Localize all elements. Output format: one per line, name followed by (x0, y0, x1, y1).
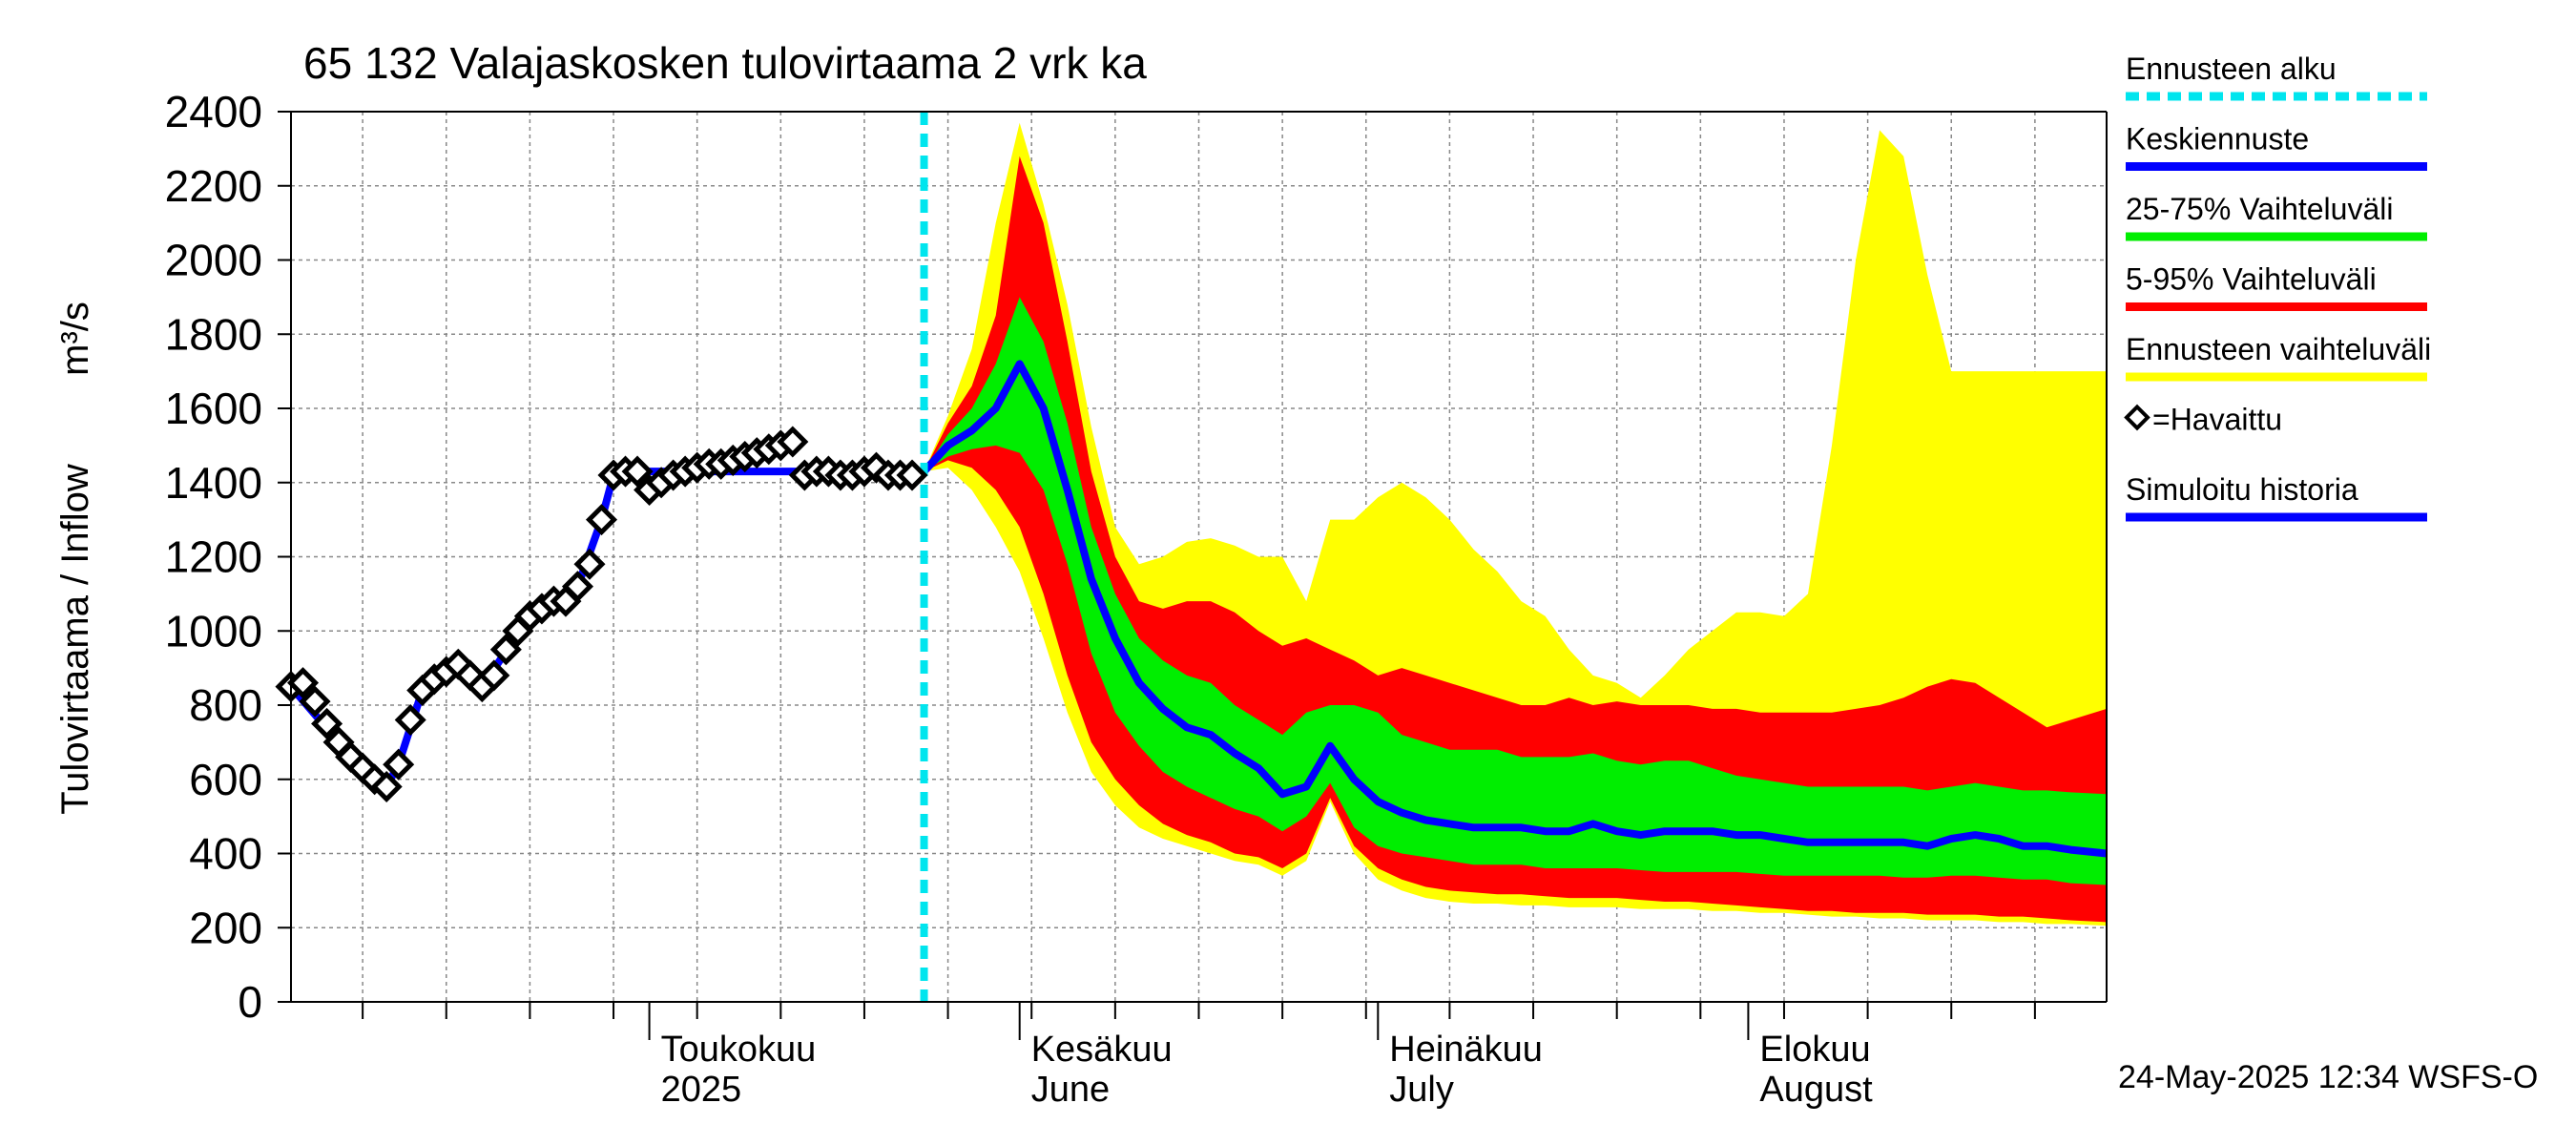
y-tick-label: 1200 (165, 532, 262, 582)
legend: Ennusteen alku Keskiennuste 25-75% Vaihtel… (2124, 52, 2431, 522)
x-month-label-fi: Heinäkuu (1389, 1030, 1543, 1070)
timestamp-label: 24-May-2025 12:34 WSFS-O (2118, 1059, 2538, 1095)
y-tick-label: 200 (189, 903, 262, 952)
observed-marker (896, 459, 928, 491)
legend-marker-havaittu (2124, 404, 2150, 431)
y-axis-label: Tulovirtaama / Inflow (54, 464, 96, 815)
x-month-label-en: July (1389, 1070, 1454, 1110)
observed-marker (489, 634, 522, 666)
x-month-label-fi: Kesäkuu (1031, 1030, 1173, 1070)
y-tick-label: 1600 (165, 384, 262, 433)
legend-label: Ennusteen alku (2126, 52, 2337, 86)
observed-marker (394, 704, 426, 737)
y-tick-label: 2400 (165, 87, 262, 136)
observed-marker (370, 770, 403, 803)
observed-markers (275, 426, 928, 803)
observed-marker (286, 667, 320, 699)
y-tick-label: 400 (189, 829, 262, 879)
x-month-label-en: 2025 (661, 1070, 742, 1110)
legend-label: 25-75% Vaihteluväli (2126, 192, 2393, 226)
y-tick-label: 800 (189, 680, 262, 730)
legend-label: Simuloitu historia (2126, 472, 2358, 507)
y-tick-label: 2200 (165, 161, 262, 211)
legend-label: =Havaittu (2152, 403, 2282, 437)
observed-marker (777, 426, 809, 458)
x-month-label-en: June (1031, 1070, 1110, 1110)
observed-marker (311, 707, 343, 739)
observed-marker (585, 504, 618, 536)
observed-marker (299, 685, 331, 718)
y-tick-label: 1000 (165, 606, 262, 656)
observed-marker (573, 548, 606, 580)
y-tick-label: 2000 (165, 236, 262, 285)
legend-label: 5-95% Vaihteluväli (2126, 262, 2377, 297)
x-month-label-fi: Elokuu (1759, 1030, 1870, 1070)
y-tick-label: 1800 (165, 309, 262, 359)
y-tick-label: 1400 (165, 458, 262, 508)
observed-marker (383, 748, 415, 781)
x-month-label-fi: Toukokuu (661, 1030, 817, 1070)
observed-marker (561, 571, 594, 603)
line-keskiennuste (921, 360, 2108, 858)
axes: 0 200 400 600 800 1000 1200 1400 1600 1800 2000 220… (165, 87, 2108, 1110)
x-month-label-en: August (1759, 1070, 1873, 1110)
legend-label: Ennusteen vaihteluväli (2126, 332, 2431, 366)
y-tick-label: 0 (238, 977, 262, 1027)
y-axis-unit: m³/s (54, 302, 96, 376)
observed-marker (621, 455, 654, 488)
y-tick-label: 600 (189, 755, 262, 804)
observed-marker (478, 659, 510, 692)
chart-title: 65 132 Valajaskosken tulovirtaama 2 vrk … (303, 38, 1147, 88)
legend-label: Keskiennuste (2126, 122, 2309, 156)
